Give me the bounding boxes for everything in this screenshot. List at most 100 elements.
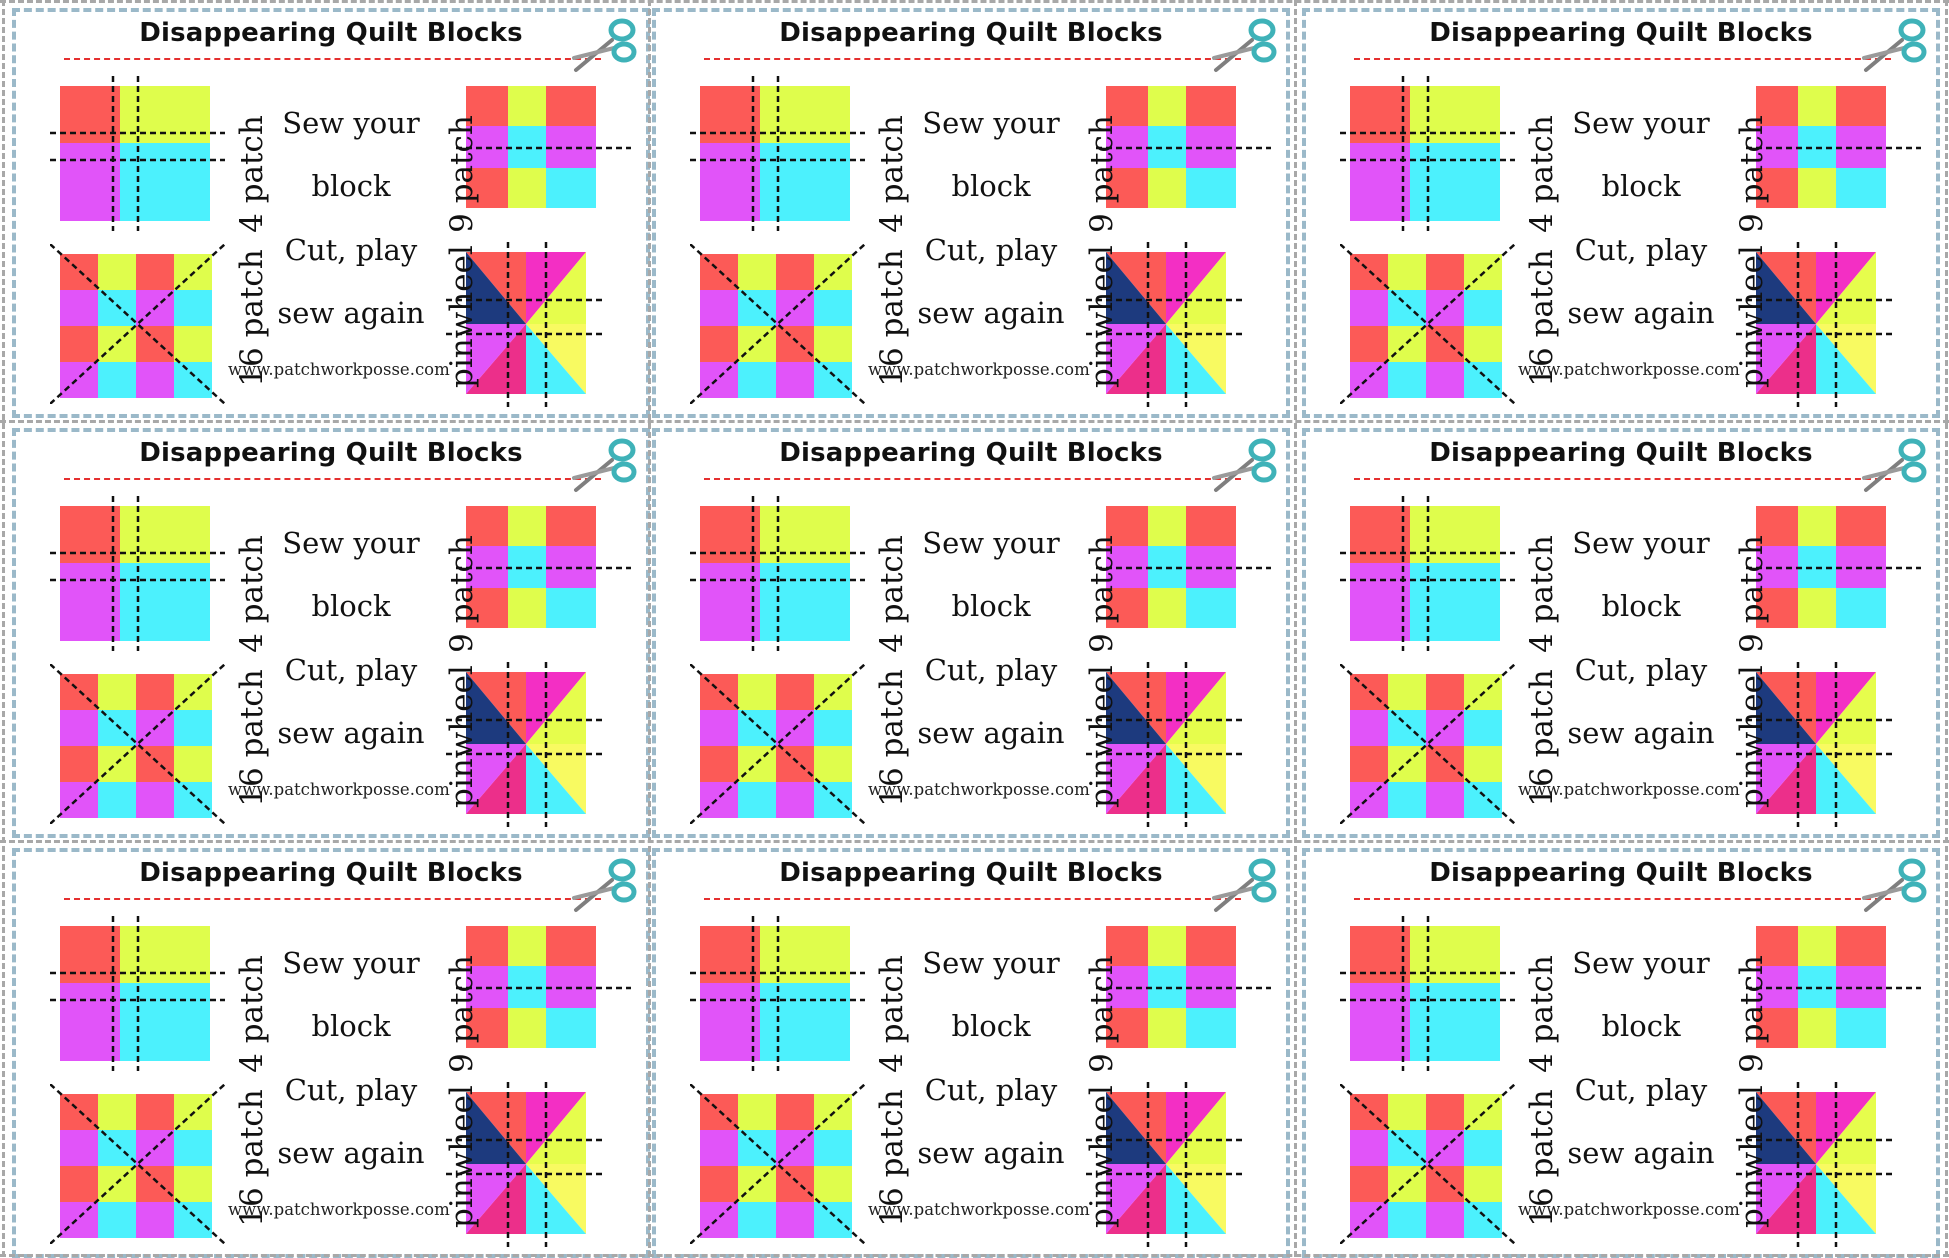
website-url: www.patchworkposse.com (1518, 360, 1740, 379)
website-url: www.patchworkposse.com (228, 1200, 450, 1219)
step-block: block (951, 1009, 1031, 1043)
sheet-cut-line (648, 0, 651, 1257)
step-block: block (311, 589, 391, 623)
step-sew-again: sew again (1567, 716, 1715, 750)
label-nine-patch: 9 patch (1734, 955, 1770, 1073)
pinwheel-block (1736, 662, 1896, 827)
sixteen-patch-wrap (49, 663, 226, 828)
sixteen-patch-block (1339, 243, 1516, 405)
pinwheel-wrap (1056, 242, 1246, 411)
sixteen-patch-block (49, 1083, 226, 1245)
step-sew-again: sew again (917, 716, 1065, 750)
label-nine-patch: 9 patch (1084, 535, 1120, 653)
nine-patch-wrap (1096, 496, 1271, 655)
scissors-icon (572, 438, 637, 492)
sixteen-patch-wrap (689, 1083, 866, 1248)
pinwheel-block (1736, 242, 1896, 407)
card-title: Disappearing Quilt Blocks (139, 438, 523, 468)
nine-patch-block (1096, 506, 1271, 628)
sheet-cut-line (0, 420, 1949, 423)
step-block: block (951, 589, 1031, 623)
four-patch-block (1340, 496, 1515, 651)
scissors-icon (1862, 858, 1927, 912)
pinwheel-block (446, 242, 606, 407)
pinwheel-block (446, 662, 606, 827)
label-nine-patch: 9 patch (444, 535, 480, 653)
cut-line (704, 478, 1241, 480)
scissors-icon (1862, 438, 1927, 492)
quilt-card: Disappearing Quilt Blocks 4 patch 16 patch… (652, 8, 1290, 418)
sheet-cut-line (1294, 0, 1297, 1257)
quilt-card: Disappearing Quilt Blocks 4 patch 16 patch… (1302, 8, 1940, 418)
sixteen-patch-wrap (49, 1083, 226, 1248)
scissors-icon (572, 18, 637, 72)
sixteen-patch-wrap (1339, 243, 1516, 408)
step-cut-play: Cut, play (924, 1073, 1058, 1107)
step-sew-again: sew again (277, 716, 425, 750)
cut-line (64, 898, 601, 900)
sheet-cut-line (1945, 0, 1948, 1257)
sixteen-patch-wrap (1339, 663, 1516, 828)
cut-line (64, 58, 601, 60)
sixteen-patch-block (1339, 663, 1516, 825)
four-patch-wrap (690, 916, 865, 1075)
nine-patch-wrap (1746, 916, 1921, 1075)
four-patch-block (50, 916, 225, 1071)
pinwheel-block (1086, 662, 1246, 827)
step-sew-your: Sew your (282, 946, 420, 980)
scissors-icon (1862, 18, 1927, 72)
quilt-card: Disappearing Quilt Blocks 4 patch 16 patch… (12, 428, 650, 838)
nine-patch-wrap (456, 496, 631, 655)
step-sew-your: Sew your (1572, 946, 1710, 980)
step-sew-your: Sew your (1572, 526, 1710, 560)
step-cut-play: Cut, play (284, 653, 418, 687)
step-cut-play: Cut, play (924, 653, 1058, 687)
sixteen-patch-block (689, 1083, 866, 1245)
website-url: www.patchworkposse.com (868, 780, 1090, 799)
sixteen-patch-block (1339, 1083, 1516, 1245)
nine-patch-wrap (1746, 496, 1921, 655)
sixteen-patch-wrap (49, 243, 226, 408)
pinwheel-wrap (416, 662, 606, 831)
nine-patch-block (456, 506, 631, 628)
four-patch-wrap (1340, 76, 1515, 235)
cut-line (1354, 898, 1891, 900)
step-sew-again: sew again (1567, 1136, 1715, 1170)
four-patch-wrap (50, 76, 225, 235)
scissors-icon (1212, 438, 1277, 492)
step-sew-your: Sew your (282, 526, 420, 560)
label-nine-patch: 9 patch (1734, 535, 1770, 653)
step-cut-play: Cut, play (1574, 233, 1708, 267)
nine-patch-wrap (1096, 76, 1271, 235)
step-block: block (1601, 589, 1681, 623)
step-block: block (1601, 1009, 1681, 1043)
quilt-card: Disappearing Quilt Blocks 4 patch 16 patch… (12, 8, 650, 418)
quilt-card: Disappearing Quilt Blocks 4 patch 16 patch… (1302, 428, 1940, 838)
sixteen-patch-block (689, 663, 866, 825)
pinwheel-block (1086, 1082, 1246, 1247)
website-url: www.patchworkposse.com (1518, 780, 1740, 799)
pinwheel-block (446, 1082, 606, 1247)
pinwheel-wrap (1706, 1082, 1896, 1251)
card-title: Disappearing Quilt Blocks (139, 858, 523, 888)
sheet-cut-line (2, 0, 5, 1257)
nine-patch-block (1096, 926, 1271, 1048)
nine-patch-block (456, 926, 631, 1048)
step-cut-play: Cut, play (284, 233, 418, 267)
cut-line (704, 58, 1241, 60)
step-sew-again: sew again (917, 1136, 1065, 1170)
four-patch-block (690, 76, 865, 231)
step-sew-again: sew again (1567, 296, 1715, 330)
pinwheel-wrap (1056, 662, 1246, 831)
quilt-card: Disappearing Quilt Blocks 4 patch 16 patch… (652, 428, 1290, 838)
website-url: www.patchworkposse.com (228, 360, 450, 379)
pinwheel-block (1736, 1082, 1896, 1247)
label-nine-patch: 9 patch (1734, 115, 1770, 233)
pinwheel-block (1086, 242, 1246, 407)
sixteen-patch-block (689, 243, 866, 405)
nine-patch-block (1746, 926, 1921, 1048)
step-sew-your: Sew your (282, 106, 420, 140)
four-patch-wrap (50, 916, 225, 1075)
pinwheel-wrap (1706, 662, 1896, 831)
four-patch-block (690, 916, 865, 1071)
